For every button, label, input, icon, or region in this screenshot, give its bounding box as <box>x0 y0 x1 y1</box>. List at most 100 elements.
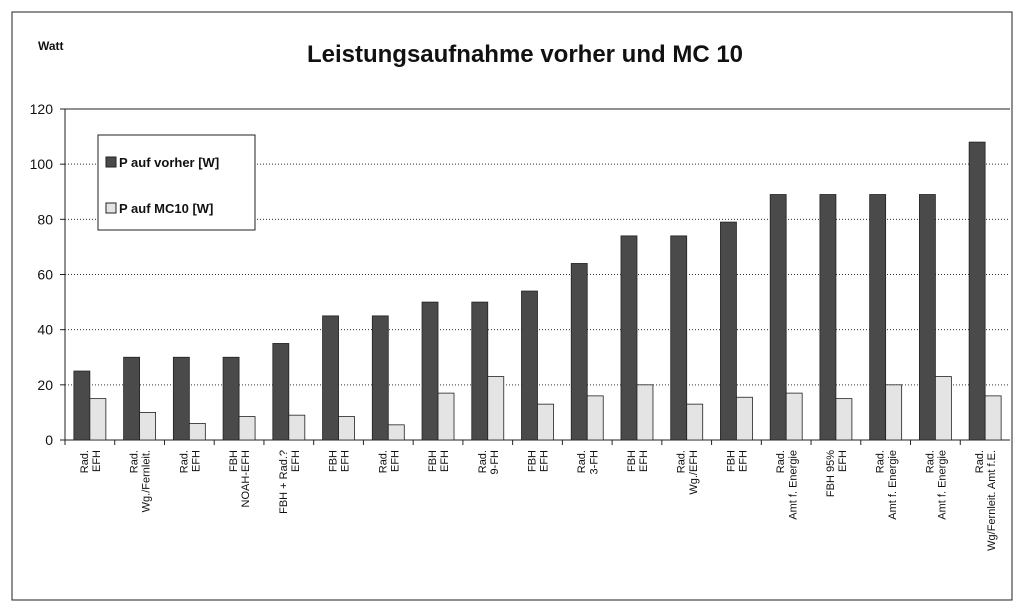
chart-title: Leistungsaufnahme vorher und MC 10 <box>307 41 743 68</box>
x-tick-label: FBHNOAH-EFH <box>228 450 252 508</box>
x-tick-label: FBH 95%EFH <box>825 450 849 497</box>
bar <box>139 412 157 441</box>
y-tick-label: 40 <box>37 322 53 338</box>
bar <box>968 141 986 441</box>
x-tick-label: Rad.Amt f. Energie <box>775 450 799 520</box>
x-tick-label-line: EFH <box>290 450 302 472</box>
x-tick-label-line: Rad. <box>178 450 190 473</box>
x-tick-label-line: EFH <box>539 450 551 472</box>
frame <box>11 11 1013 601</box>
bar <box>835 398 853 441</box>
bar <box>272 343 290 441</box>
x-tick-label: Rad.EFH <box>377 450 401 473</box>
x-tick-label-line: FBH <box>626 450 638 472</box>
bar <box>288 414 306 441</box>
x-tick-label: Rad.3-FH <box>576 450 600 475</box>
x-tick-label: FBHEFH <box>725 450 749 472</box>
x-tick-label-line: Wg/Fernleit. Amt f.E. <box>986 450 998 551</box>
bar <box>586 395 604 441</box>
bar <box>521 290 538 441</box>
bar <box>471 301 489 441</box>
legend-swatch <box>105 202 117 214</box>
legend-label: P auf MC10 [W] <box>119 201 213 216</box>
x-tick-label-line: FBH <box>328 450 340 472</box>
x-tick-label-line: EFH <box>738 450 750 472</box>
x-tick-label-line: FBH 95% <box>825 450 837 497</box>
y-tick-label: 60 <box>37 267 53 283</box>
bar <box>537 403 554 441</box>
x-tick-label: FBHEFH <box>626 450 650 472</box>
bar <box>338 416 355 441</box>
bar <box>371 315 389 441</box>
legend-label: P auf vorher [W] <box>119 155 219 170</box>
legend-box <box>97 134 256 231</box>
bar <box>437 392 455 441</box>
x-tick-label-line: Rad. <box>576 450 588 473</box>
bar <box>73 370 91 441</box>
x-tick-label-line: 3-FH <box>588 450 600 475</box>
x-tick-label: Rad.EFH <box>79 450 103 473</box>
x-tick-label: FBHEFH <box>328 450 352 472</box>
x-tick-label-line: Rad. <box>477 450 489 473</box>
x-tick-label: Rad.EFH <box>178 450 202 473</box>
bar <box>188 423 206 441</box>
bar <box>869 194 887 441</box>
x-tick-label-line: FBH <box>228 450 240 472</box>
x-tick-label-line: FBH + Rad.? <box>278 450 290 514</box>
x-tick-label-line: 9-FH <box>489 450 501 475</box>
bar <box>387 424 405 441</box>
x-tick-label-line: NOAH-EFH <box>240 450 252 508</box>
x-tick-label: Rad.Wg./EFH <box>676 450 700 495</box>
x-tick-label-line: Rad. <box>129 450 141 473</box>
x-tick-label-line: Rad. <box>775 450 787 473</box>
y-tick-label: 100 <box>30 156 54 172</box>
y-tick-label: 120 <box>30 101 54 117</box>
x-tick-label: Rad.Amt f. Energie <box>924 450 948 520</box>
bar <box>570 263 588 441</box>
x-tick-label: FBH + Rad.?EFH <box>278 450 302 514</box>
bar <box>785 392 803 441</box>
x-tick-label-line: Rad. <box>974 450 986 473</box>
x-tick-label-line: EFH <box>638 450 650 472</box>
x-tick-label-line: EFH <box>439 450 451 472</box>
x-tick-label-line: EFH <box>340 450 352 472</box>
x-tick-label-line: Wg./Fernleit. <box>141 450 153 512</box>
bar <box>89 398 107 441</box>
x-tick-label-line: Rad. <box>924 450 936 473</box>
bar <box>819 194 837 441</box>
bar <box>487 376 505 441</box>
bar <box>769 194 787 441</box>
bar <box>421 301 439 441</box>
x-tick-label-line: EFH <box>190 450 202 472</box>
x-tick-label-line: Amt f. Energie <box>887 450 899 520</box>
bar <box>885 384 903 441</box>
legend-swatch <box>105 156 117 168</box>
bar <box>238 416 256 441</box>
x-tick-label-line: Amt f. Energie <box>787 450 799 520</box>
bar <box>322 315 339 441</box>
x-tick-label-line: Rad. <box>377 450 389 473</box>
x-tick-label-line: EFH <box>837 450 849 472</box>
x-tick-label: Rad.Wg/Fernleit. Amt f.E. <box>974 450 998 551</box>
bar <box>620 235 638 441</box>
x-tick-label: Rad.Amt f. Energie <box>875 450 899 520</box>
x-tick-label-line: EFH <box>389 450 401 472</box>
x-tick-label-line: Amt f. Energie <box>936 450 948 520</box>
x-tick-label: FBHEFH <box>427 450 451 472</box>
x-tick-label-line: Rad. <box>676 450 688 473</box>
bar <box>636 384 654 441</box>
bar <box>222 356 240 441</box>
bar <box>123 356 141 441</box>
x-tick-label-line: FBH <box>527 450 539 472</box>
x-tick-label-line: FBH <box>725 450 737 472</box>
x-tick-label-line: Rad. <box>79 450 91 473</box>
y-axis-label: Watt <box>38 39 64 53</box>
y-tick-label: 80 <box>37 211 53 227</box>
bar <box>720 221 737 441</box>
x-tick-label: Rad.9-FH <box>477 450 501 475</box>
bar <box>670 235 688 441</box>
bar <box>686 403 704 441</box>
x-tick-label-line: EFH <box>91 450 103 472</box>
bar <box>918 194 936 441</box>
